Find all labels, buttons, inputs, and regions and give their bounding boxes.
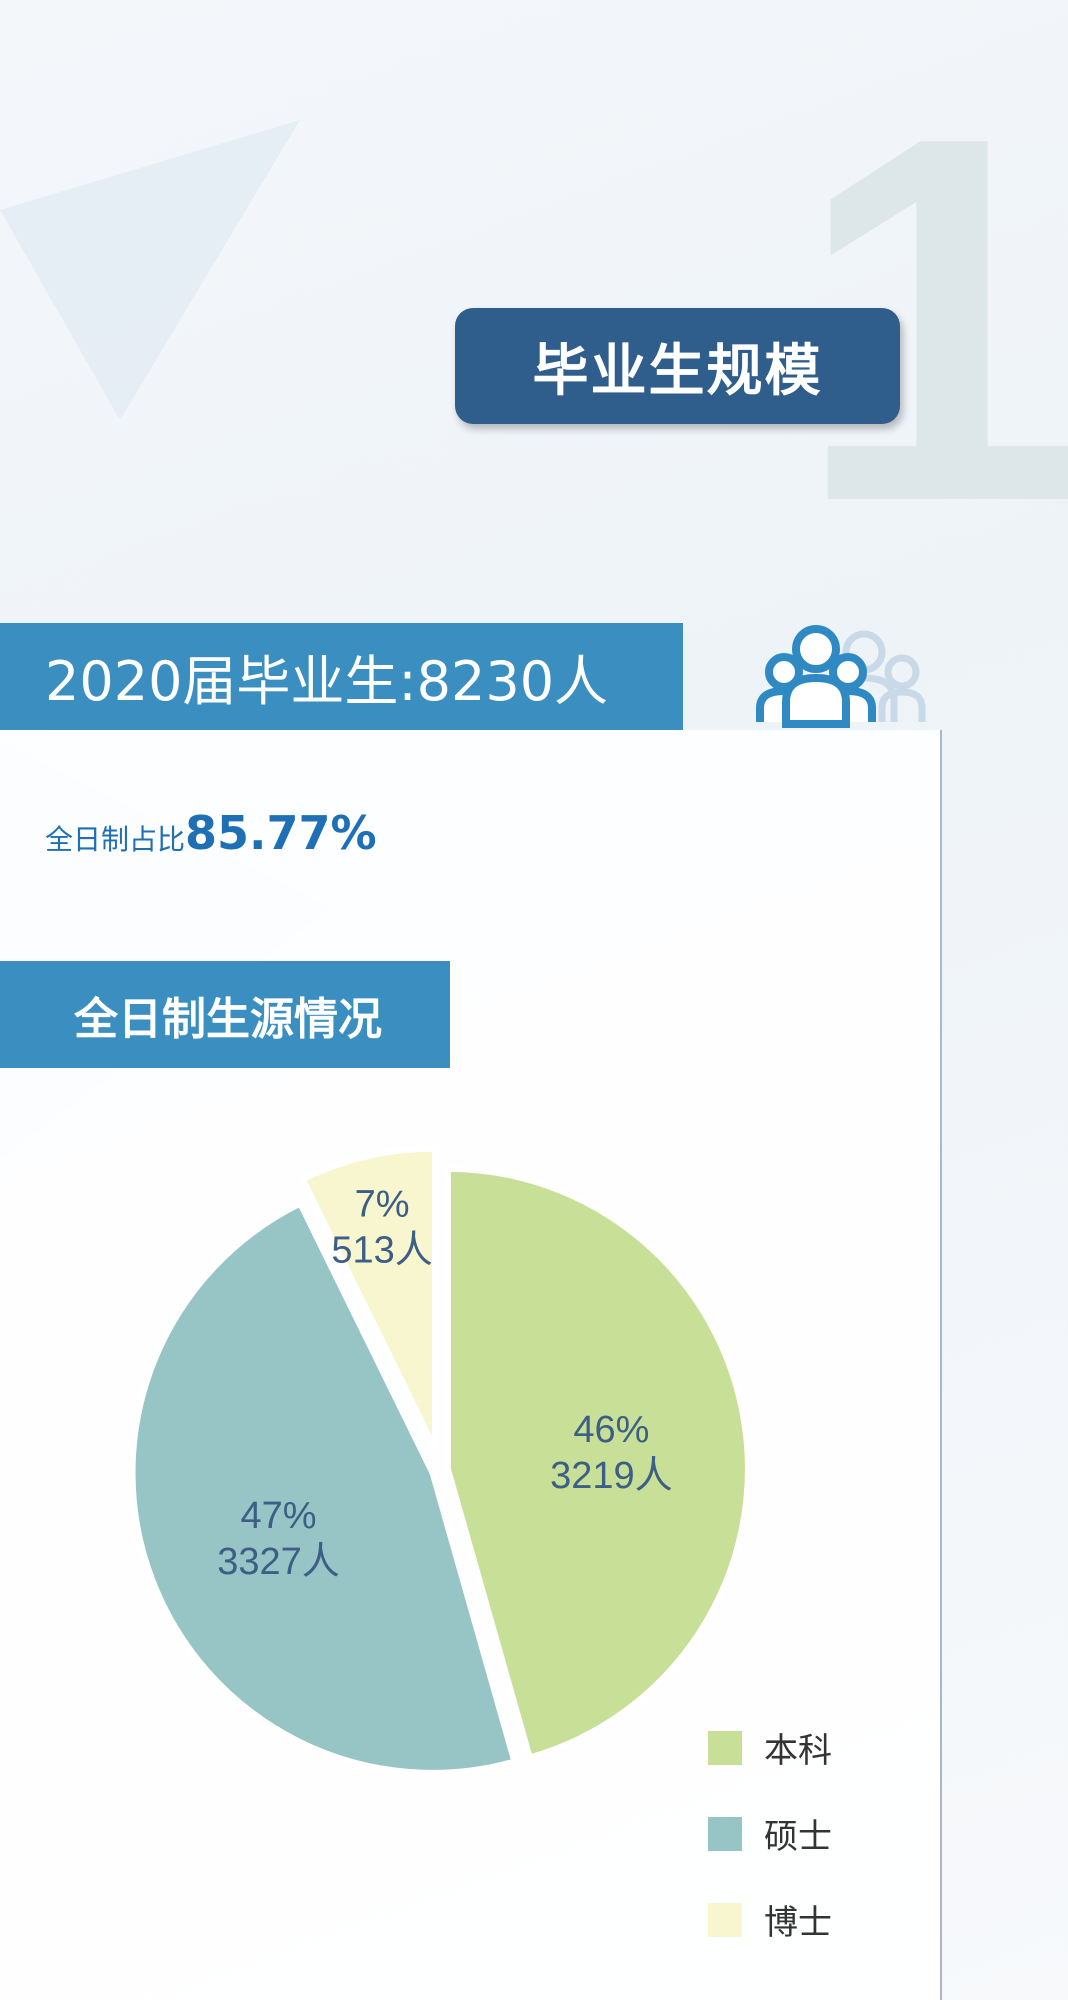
section-title: 全日制生源情况 <box>0 961 450 1068</box>
fulltime-ratio: 全日制占比85.77% <box>45 806 377 860</box>
legend-item: 本科 <box>708 1723 832 1772</box>
pie-slice-2 <box>129 1199 519 1776</box>
legend-item: 博士 <box>708 1895 832 1944</box>
legend-swatch <box>708 1902 742 1937</box>
slice-count-label: 3327人 <box>217 1541 340 1583</box>
page-title: 毕业生规模 <box>455 308 900 424</box>
graduates-banner: 2020届毕业生: 8230人 <box>0 623 683 730</box>
pie-chart: 46%3219人 47%3327人 7%513人 <box>129 1145 751 1776</box>
legend-swatch <box>708 1816 742 1851</box>
slice-percent-label: 7% <box>355 1184 410 1226</box>
background-shape <box>0 120 300 420</box>
legend-item: 硕士 <box>708 1809 832 1858</box>
fulltime-ratio-value: 85.77% <box>185 806 377 860</box>
graduates-label: 2020届毕业生: <box>45 650 417 713</box>
legend-label: 本科 <box>764 1731 832 1771</box>
fulltime-ratio-label: 全日制占比 <box>45 823 186 856</box>
people-group-icon <box>756 625 926 728</box>
pie-slice-3 <box>298 1145 439 1450</box>
slice-count-label: 3219人 <box>550 1455 673 1497</box>
legend-label: 硕士 <box>764 1817 832 1857</box>
legend-label: 博士 <box>764 1903 832 1943</box>
slice-percent-label: 47% <box>240 1495 316 1537</box>
slice-percent-label: 46% <box>573 1409 649 1451</box>
legend-swatch <box>708 1730 742 1765</box>
graduates-count: 8230人 <box>416 650 609 713</box>
slice-count-label: 513人 <box>331 1230 432 1272</box>
pie-slice-1 <box>444 1165 751 1762</box>
